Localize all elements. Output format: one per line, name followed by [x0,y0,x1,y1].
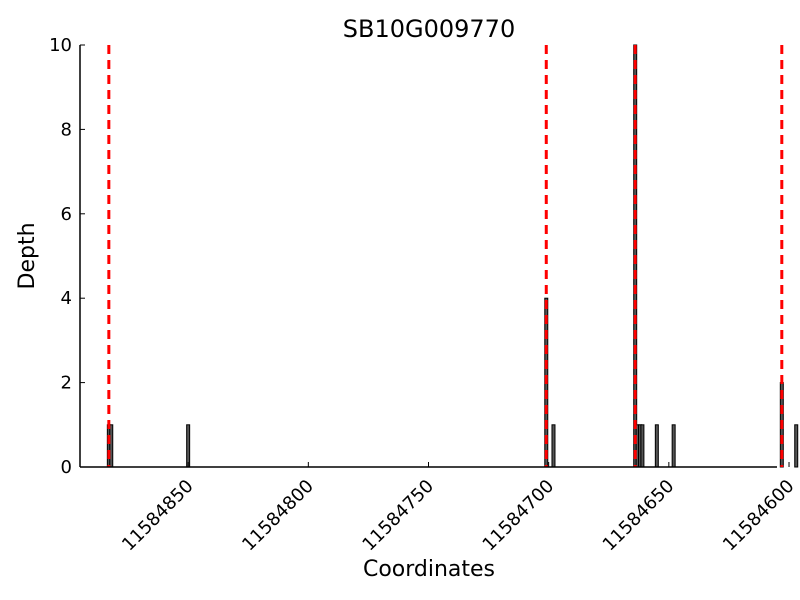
depth-bar [551,424,556,468]
x-tick-label: 11584800 [238,476,318,556]
y-tick-label: 10 [49,35,72,56]
depth-bar [109,424,114,468]
y-tick-label: 6 [61,204,72,225]
y-tick-label: 2 [61,373,72,394]
depth-bar [654,424,659,468]
x-tick-label: 11584700 [479,476,559,556]
y-axis-label: Depth [15,222,40,289]
depth-bar [671,424,676,468]
x-axis-label: Coordinates [363,557,495,582]
x-tick-label: 11584750 [358,476,438,556]
y-tick-label: 0 [61,457,72,478]
depth-bar [794,424,799,468]
y-tick-label: 4 [61,288,72,309]
x-tick-label: 11584600 [719,476,799,556]
y-tick-label: 8 [61,119,72,140]
depth-bar [186,424,191,468]
plot-area: 0 2 4 6 8 10 11584850 11584800 11584750 11584700 1… [49,35,798,555]
x-tick-label: 11584650 [599,476,679,556]
x-tick-label: 11584850 [118,476,198,556]
chart-title: SB10G009770 [343,15,515,43]
depth-bar [640,424,645,468]
